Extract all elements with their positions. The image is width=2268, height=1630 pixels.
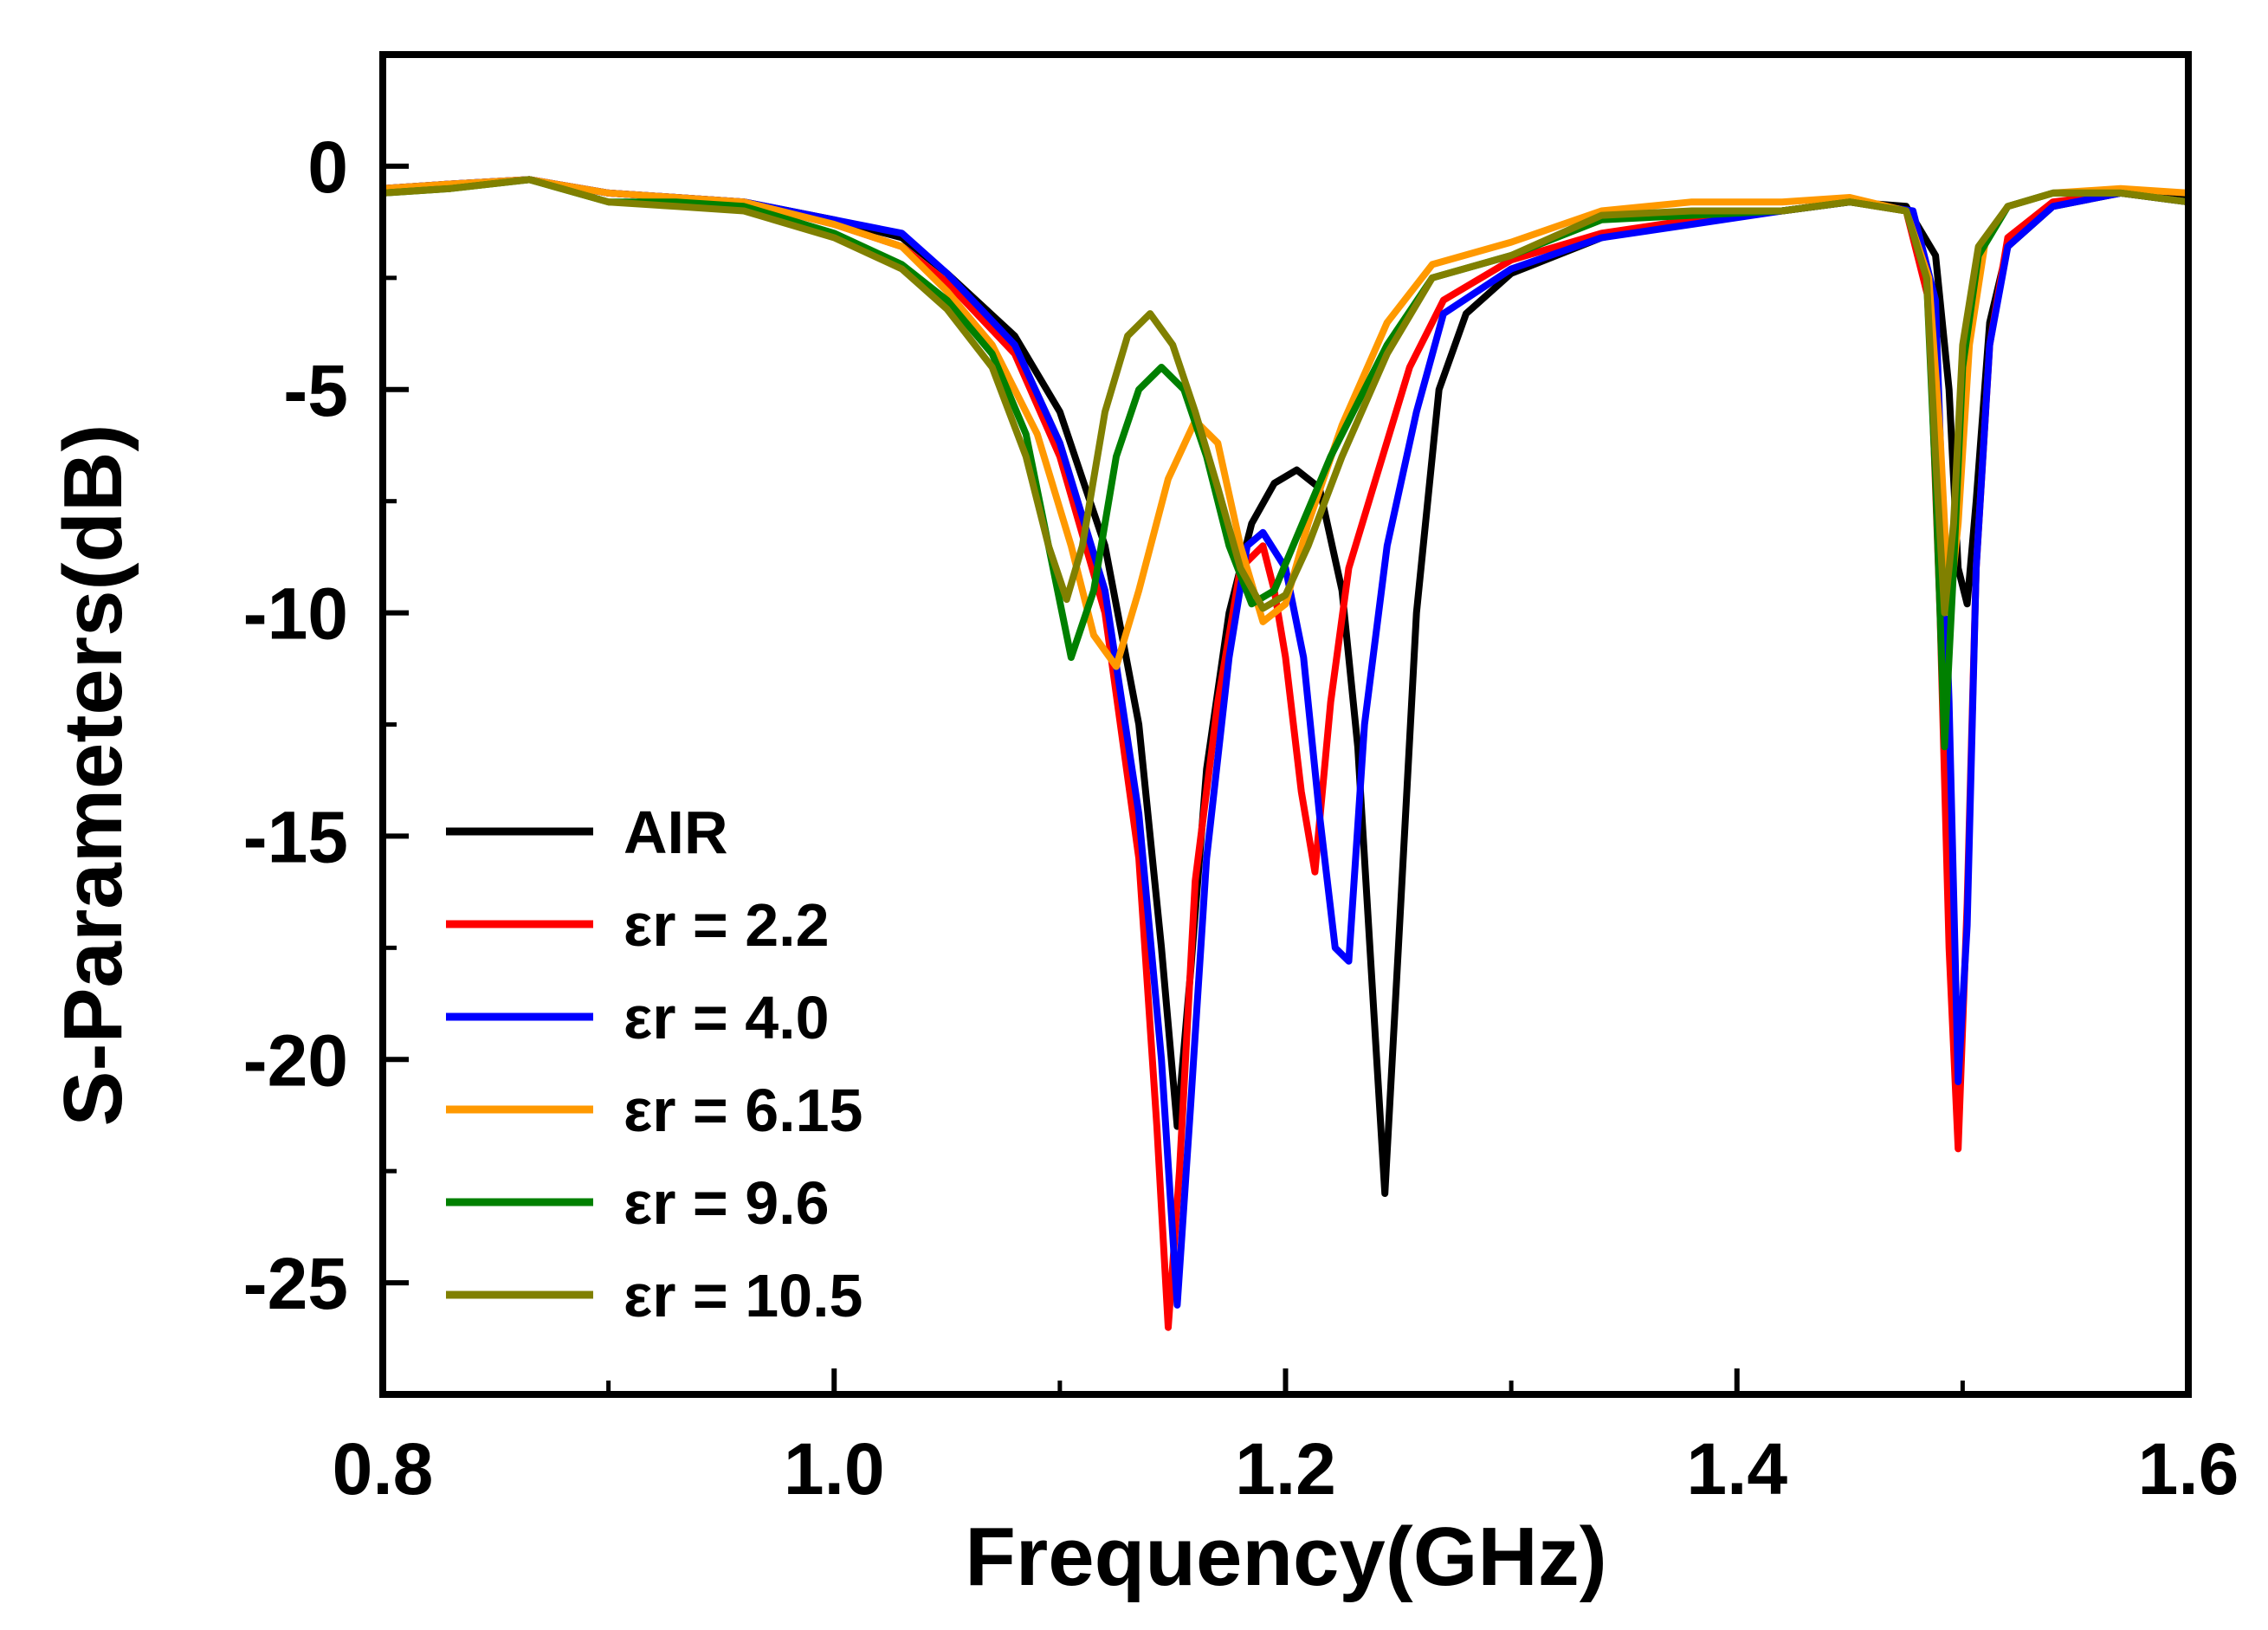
legend: AIR εr = 2.2 εr = 4.0 εr = 6.15 εr = 9.6 εr =… bbox=[446, 799, 863, 1329]
x-tick-label: 1.0 bbox=[784, 1428, 885, 1510]
legend-label-5: εr = 9.6 bbox=[624, 1169, 830, 1237]
series-line-3 bbox=[379, 176, 2192, 1309]
series-line-6 bbox=[379, 176, 2192, 617]
legend-label-6: εr = 10.5 bbox=[624, 1262, 863, 1329]
x-tick-label: 1.2 bbox=[1235, 1428, 1336, 1510]
y-tick-label: -15 bbox=[243, 796, 348, 877]
legend-label-1: AIR bbox=[624, 799, 728, 866]
plot-frame bbox=[379, 51, 2192, 1398]
y-tick-label: 0 bbox=[307, 126, 348, 208]
y-axis-title: S-Parameters(dB) bbox=[47, 424, 139, 1127]
legend-label-3: εr = 4.0 bbox=[624, 984, 830, 1051]
y-tick-label: -10 bbox=[243, 573, 348, 655]
y-tick-label: -25 bbox=[243, 1243, 348, 1324]
ticks-layer: 0.8 1.0 1.2 1.4 1.6 0 -5 -10 -15 -20 -25 bbox=[243, 126, 2239, 1510]
legend-label-2: εr = 2.2 bbox=[624, 891, 830, 959]
series-line-2 bbox=[379, 176, 2192, 1331]
x-axis-title: Frequency(GHz) bbox=[965, 1510, 1606, 1603]
x-tick-label: 1.4 bbox=[1686, 1428, 1787, 1510]
x-tick-label: 1.6 bbox=[2138, 1428, 2239, 1510]
series-line-5 bbox=[379, 176, 2192, 751]
series-layer bbox=[379, 176, 2192, 1331]
y-tick-label: -5 bbox=[283, 350, 348, 431]
x-tick-label: 0.8 bbox=[333, 1428, 434, 1510]
y-tick-label: -20 bbox=[243, 1019, 348, 1101]
legend-label-4: εr = 6.15 bbox=[624, 1077, 863, 1144]
